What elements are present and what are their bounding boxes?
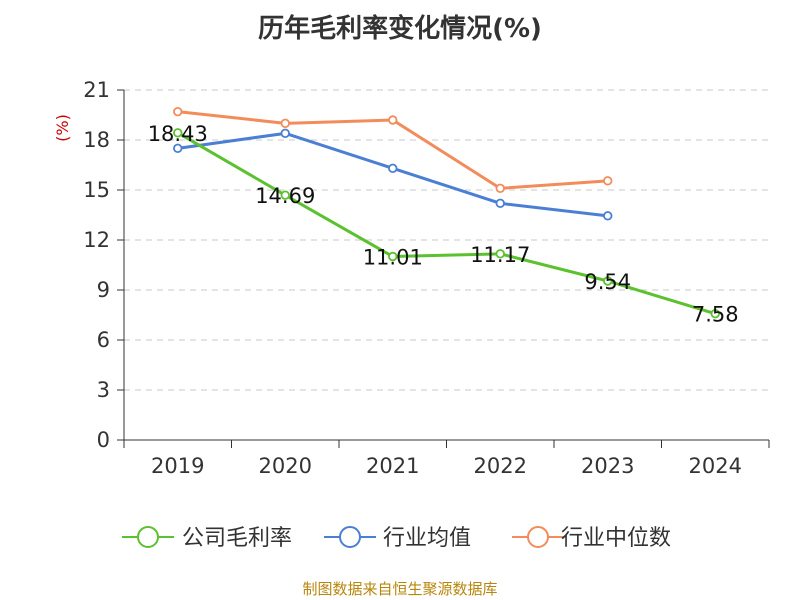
x-tick-label: 2021	[366, 454, 419, 478]
y-tick-label: 21	[83, 78, 110, 102]
y-tick-label: 6	[97, 328, 110, 352]
data-label: 11.17	[470, 243, 530, 267]
chart-title: 历年毛利率变化情况(%)	[258, 14, 542, 44]
series-lines	[173, 106, 720, 319]
data-point	[495, 183, 505, 194]
series-line	[176, 131, 716, 316]
x-tick-label: 2023	[581, 454, 634, 478]
x-tick-label: 2020	[259, 454, 312, 478]
legend-label: 公司毛利率	[182, 526, 292, 551]
y-tick-label: 0	[97, 428, 110, 452]
data-point	[495, 249, 505, 259]
data-point	[603, 211, 613, 221]
gridlines	[124, 89, 769, 391]
x-tick-label: 2019	[151, 454, 204, 478]
legend-marker	[339, 526, 361, 548]
y-tick-label: 12	[83, 228, 110, 252]
data-label: 9.54	[584, 270, 631, 294]
data-point	[280, 128, 290, 139]
legend-marker	[527, 526, 549, 548]
y-tick-label: 9	[97, 278, 110, 302]
y-tick-label: 18	[83, 128, 110, 152]
data-point	[173, 128, 183, 138]
data-label: 14.69	[255, 184, 315, 208]
data-point	[280, 118, 290, 129]
data-label: 18.43	[148, 122, 208, 146]
data-point	[388, 251, 398, 262]
data-point	[280, 190, 290, 200]
data-point	[495, 198, 505, 209]
legend: 公司毛利率 行业均值 行业中位数	[122, 526, 671, 551]
x-tick-label: 2022	[474, 454, 527, 478]
y-axis-unit-label: (%)	[53, 114, 72, 142]
series-line	[177, 131, 608, 218]
legend-label: 行业中位数	[561, 526, 671, 551]
data-label: 11.01	[363, 246, 423, 270]
data-point	[173, 143, 183, 154]
data-point	[603, 276, 613, 286]
data-point	[388, 115, 398, 125]
data-point	[710, 308, 720, 319]
data-point	[603, 176, 613, 186]
axes: (%) 0 3 6 9 12 15 18 21 2019 2020 2021 2022 2023 2024	[53, 78, 770, 478]
x-tick-label: 2024	[689, 454, 742, 478]
data-labels: 18.43 14.69 11.01 11.17 9.54 7.58	[148, 122, 739, 327]
legend-marker	[137, 526, 159, 548]
source-note: 制图数据来自恒生聚源数据库	[302, 580, 498, 598]
y-tick-label: 3	[97, 378, 110, 402]
data-point	[173, 106, 183, 117]
data-point	[388, 163, 398, 174]
data-label: 7.58	[692, 303, 739, 327]
y-tick-label: 15	[83, 178, 110, 202]
legend-label: 行业均值	[383, 526, 471, 551]
